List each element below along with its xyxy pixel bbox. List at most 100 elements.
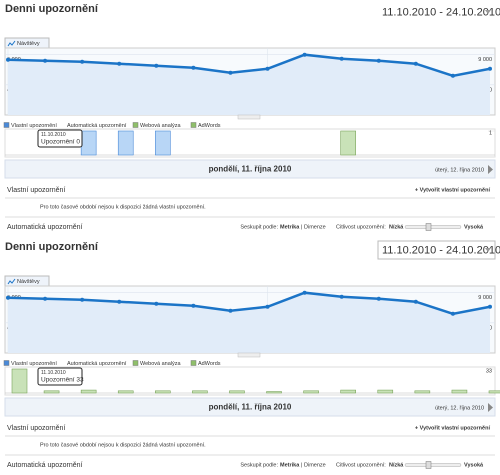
filter-label[interactable]: Vlastní upozornění [11,123,57,129]
line-point [191,303,196,308]
group-label: Seskupit podle: [240,224,278,230]
annotation-bar[interactable] [488,390,500,394]
filter-checkbox[interactable] [132,122,139,128]
page-title: Denni upozornění [5,241,99,253]
create-link[interactable]: + Vytvořit vlastní upozornění [415,187,491,193]
auto-heading: Automatická upozornění [7,224,83,231]
day-nav-arrow[interactable] [488,403,493,412]
custom-empty: Pro toto časové období nejsou k dispozic… [40,442,206,448]
annotation-bar[interactable] [117,390,134,394]
line-point [413,299,418,304]
create-link[interactable]: + Vytvořit vlastní upozornění [415,425,491,431]
filter-label[interactable]: Automatická upozornění [67,361,127,367]
group-separator: | [301,224,302,230]
annotation-bar[interactable] [229,390,245,394]
slider-knob[interactable] [425,461,432,469]
date-range-box[interactable] [378,3,495,21]
filter-checkbox[interactable] [3,360,10,366]
group-option[interactable]: Dimenze [304,462,326,468]
auto-heading: Automatická upozornění [7,462,83,469]
day-nav-bar [4,397,496,417]
line-point [265,304,270,309]
day-nav-arrow[interactable] [488,165,493,174]
line-point [450,311,455,316]
filter-label[interactable]: AdWords [198,123,221,129]
custom-empty: Pro toto časové období nejsou k dispozic… [40,204,206,210]
tooltip-box [37,129,83,148]
line-point [117,61,122,66]
annotation-bar[interactable] [117,130,134,156]
annotation-bar[interactable] [11,368,28,394]
annotation-bar[interactable] [340,130,356,156]
y-tick-label: 9 000 [478,57,492,63]
group-option[interactable]: Dimenze [304,224,326,230]
collapse-handle[interactable] [237,352,261,358]
annotation-bar[interactable] [414,390,431,394]
filter-label[interactable]: Webová analýza [140,123,182,129]
annotation-tick-label: 33 [486,368,492,374]
tooltip-date: 11.10.2010 [41,370,66,376]
filter-checkbox[interactable] [190,360,197,366]
day-nav-next[interactable]: úterý, 12. října 2010 [435,405,484,411]
line [7,53,491,78]
filter-label[interactable]: AdWords [198,361,221,367]
filter-label[interactable]: Automatická upozornění [67,123,127,129]
annotation-bar[interactable] [266,391,282,394]
filter-label[interactable]: Webová analýza [140,361,182,367]
day-nav-bar [4,159,496,179]
line-point [488,66,492,71]
line-point [413,61,418,66]
annotation-bar[interactable] [340,389,356,394]
tooltip-date: 11.10.2010 [41,132,66,138]
slider-knob[interactable] [425,223,432,231]
day-nav-current: pondělí, 11. října 2010 [209,165,292,174]
line-point [43,58,48,63]
line-point [228,308,233,313]
sensitivity-high: Vysoká [464,224,484,230]
line-point [80,297,85,302]
group-label: Seskupit podle: [240,462,278,468]
date-range: 11.10.2010 - 24.10.2010 [382,6,500,18]
tooltip-text: Upozornění 33 [41,377,84,384]
sensitivity-label: Citlivost upozornění: [336,224,386,230]
filter-label[interactable]: Vlastní upozornění [11,361,57,367]
line-area [8,54,490,115]
annotation-bar[interactable] [80,130,97,156]
slider-track[interactable] [404,225,462,229]
line-point [302,290,307,295]
filter-checkbox[interactable] [3,122,10,128]
line-point [339,56,344,61]
annotation-bar[interactable] [303,390,319,394]
collapse-handle[interactable] [237,114,261,120]
line-point [43,296,48,301]
filter-checkbox[interactable] [190,122,197,128]
group-option[interactable]: Metrika [280,224,300,230]
annotation-bar[interactable] [80,389,97,394]
line-point [6,295,10,300]
line-point [339,294,344,299]
sensitivity-label: Citlivost upozornění: [336,462,386,468]
tooltip-text: Upozornění 0 [41,139,80,146]
sensitivity-low: Nízká [389,462,404,468]
annotation-bar[interactable] [155,130,171,156]
annotation-bar[interactable] [192,390,208,394]
annotation-bar[interactable] [155,390,171,394]
line-point [154,63,159,68]
slider-track[interactable] [404,463,462,467]
custom-heading: Vlastní upozornění [7,425,65,432]
annotation-bar[interactable] [43,390,60,394]
page-title: Denni upozornění [5,3,99,15]
annotation-bar[interactable] [377,389,394,394]
annotation-bar[interactable] [451,389,468,394]
group-option[interactable]: Metrika [280,462,300,468]
metric-tab-label: Návštěvy [17,41,40,47]
date-range-box[interactable] [377,240,496,260]
filter-checkbox[interactable] [132,360,139,366]
tooltip-box [37,367,83,386]
group-separator: | [301,462,302,468]
day-nav-next[interactable]: úterý, 12. října 2010 [435,167,484,173]
line-point [450,73,455,78]
